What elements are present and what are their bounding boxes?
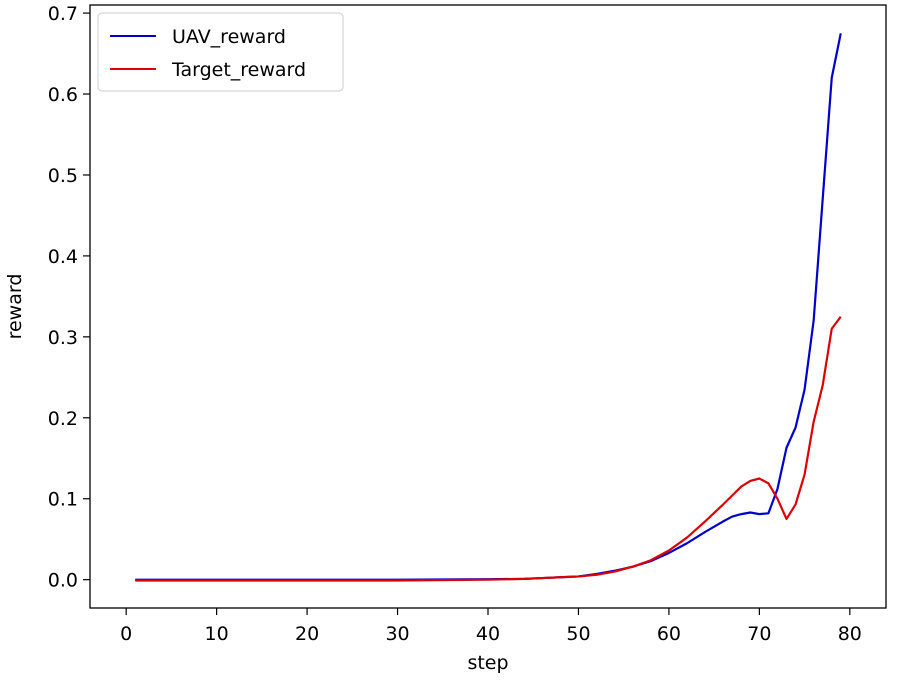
y-tick-label: 0.1 bbox=[48, 489, 78, 511]
y-tick-label: 0.2 bbox=[48, 408, 78, 430]
y-tick-label: 0.0 bbox=[48, 570, 78, 592]
x-tick-label: 50 bbox=[566, 623, 590, 645]
y-tick-label: 0.5 bbox=[48, 165, 78, 187]
y-axis-label: reward bbox=[4, 274, 26, 340]
x-tick-label: 70 bbox=[747, 623, 771, 645]
x-tick-label: 40 bbox=[476, 623, 500, 645]
legend-box bbox=[97, 12, 344, 92]
y-tick-label: 0.7 bbox=[48, 3, 78, 25]
series-line-target-reward bbox=[135, 315, 842, 582]
x-tick-label: 60 bbox=[657, 623, 681, 645]
legend-label-target-reward: Target_reward bbox=[171, 59, 306, 81]
y-tick-label: 0.4 bbox=[48, 246, 78, 268]
axes-frame bbox=[89, 4, 887, 609]
x-tick-label: 0 bbox=[120, 623, 132, 645]
y-tick-label: 0.3 bbox=[48, 327, 78, 349]
y-tick-label: 0.6 bbox=[48, 84, 78, 106]
x-tick-label: 80 bbox=[838, 623, 862, 645]
legend-label-uav-reward: UAV_reward bbox=[172, 26, 286, 48]
y-axis-ticks: 0.0 0.1 0.2 0.3 0.4 0.5 0.6 0.7 bbox=[48, 3, 90, 592]
legend: UAV_reward Target_reward bbox=[97, 12, 344, 92]
x-axis-ticks: 0 10 20 30 40 50 60 70 80 bbox=[120, 608, 862, 645]
x-tick-label: 10 bbox=[205, 623, 229, 645]
x-tick-label: 20 bbox=[295, 623, 319, 645]
plot-area bbox=[135, 33, 842, 582]
x-axis-label: step bbox=[467, 652, 508, 674]
x-tick-label: 30 bbox=[385, 623, 409, 645]
